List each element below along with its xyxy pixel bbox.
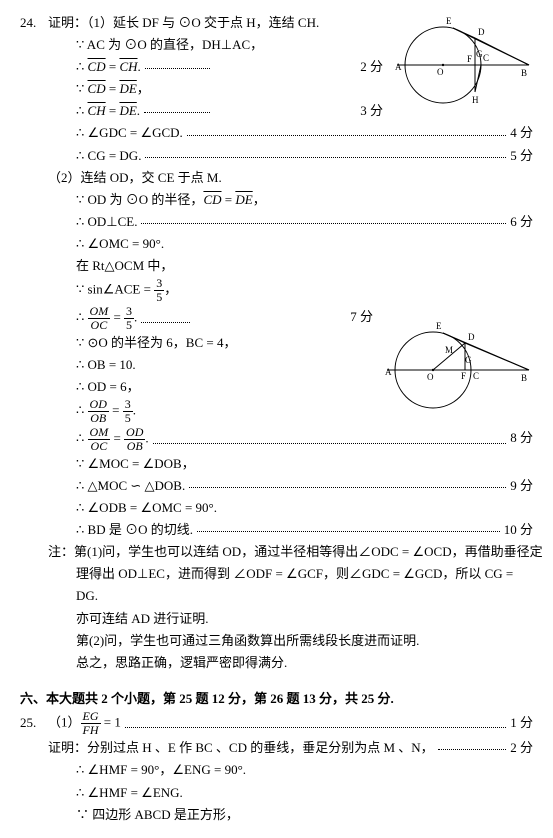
dotfill	[141, 222, 506, 224]
pts: 9 分	[510, 475, 533, 497]
q24-m4: 在 Rt△OCM 中，	[76, 255, 173, 277]
q24-m13: ∴ △MOC ∽ △DOB.	[76, 475, 185, 497]
pts: 3 分	[360, 100, 383, 122]
q24-l2: ∵ AC 为 ⊙O 的直径，DH⊥AC，	[76, 34, 263, 56]
q24-m9: ∴ OD = 6，	[76, 376, 140, 398]
q24-m1: ∵ OD 为 ⊙O 的半径，CD = DE，	[76, 189, 266, 211]
q24-m12: ∵ ∠MOC = ∠DOB，	[76, 453, 195, 475]
note3: 总之，思路正确，逻辑严密即得满分.	[20, 652, 533, 674]
dotfill	[438, 748, 507, 750]
q24-m7: ∵ ⊙O 的半径为 6，BC = 4，	[76, 332, 236, 354]
dotfill	[189, 486, 506, 488]
q24-l3: ∴ CD = CH.	[76, 56, 141, 78]
pts: 8 分	[510, 427, 533, 449]
q24-m3: ∴ ∠OMC = 90°.	[76, 233, 164, 255]
q24-m10: ∴ ODOB = 35.	[76, 398, 136, 425]
q24-m11: ∴ OMOC = ODOB.	[76, 426, 149, 453]
note1: 第(1)问，学生也可以连结 OD，通过半径相等得出∠ODC = ∠OCD，再借助…	[74, 541, 543, 563]
q25-num: 25.	[20, 712, 48, 734]
pts: 7 分	[350, 306, 373, 328]
q24-l4: ∵ CD = DE，	[76, 78, 150, 100]
dotfill	[141, 321, 190, 323]
q24-m2: ∴ OD⊥CE.	[76, 211, 137, 233]
q25-l3: ∴ ∠HMF = 90°，∠ENG = 90°.	[76, 759, 246, 781]
q24-num: 24.	[20, 12, 48, 34]
q24-m5: ∵ sin∠ACE = 35，	[76, 277, 177, 304]
dotfill	[145, 67, 210, 69]
q24-l6: ∴ ∠GDC = ∠GCD.	[76, 122, 183, 144]
pts: 5 分	[510, 145, 533, 167]
q24-m8: ∴ OB = 10.	[76, 354, 136, 376]
pts: 2 分	[360, 56, 383, 78]
q25-l4: ∴ ∠HMF = ∠ENG.	[76, 782, 183, 804]
q24-l7: ∴ CG = DG.	[76, 145, 141, 167]
note2: 第(2)问，学生也可通过三角函数算出所需线段长度进而证明.	[20, 630, 533, 652]
q24-m14: ∴ ∠ODB = ∠OMC = 90°.	[76, 497, 217, 519]
q25-l5: ∵ 四边形 ABCD 是正方形，	[76, 804, 239, 826]
pts: 10 分	[504, 519, 533, 541]
pts: 6 分	[510, 211, 533, 233]
dotfill	[144, 111, 210, 113]
q24-m6: ∴ OMOC = 35.	[76, 305, 137, 332]
dotfill	[125, 726, 506, 728]
note-label: 注：	[48, 541, 74, 563]
pts: 2 分	[510, 737, 533, 759]
pts: 4 分	[510, 122, 533, 144]
dotfill	[145, 156, 506, 158]
dotfill	[153, 442, 507, 444]
dotfill	[187, 134, 506, 136]
q24-m15: ∴ BD 是 ⊙O 的切线.	[76, 519, 193, 541]
q25-l1: （1）EGFH = 1	[48, 710, 121, 737]
q24-p2: （2）连结 OD，交 CE 于点 M.	[48, 167, 222, 189]
dotfill	[197, 530, 500, 532]
note1c: 亦可连结 AD 进行证明.	[20, 608, 533, 630]
section-6: 六、本大题共 2 个小题，第 25 题 12 分，第 26 题 13 分，共 2…	[20, 688, 533, 710]
q24-l5: ∴ CH = DE.	[76, 100, 140, 122]
pts: 1 分	[510, 712, 533, 734]
q25-l2: 证明：分别过点 H 、E 作 BC 、CD 的垂线，垂足分别为点 M 、N，	[48, 737, 434, 759]
q24-l1: 证明：（1）延长 DF 与 ⊙O 交于点 H，连结 CH.	[48, 12, 319, 34]
note1b: 理得出 OD⊥EC，进而得到 ∠ODF = ∠GCF，则∠GDC = ∠GCD，…	[20, 563, 533, 607]
